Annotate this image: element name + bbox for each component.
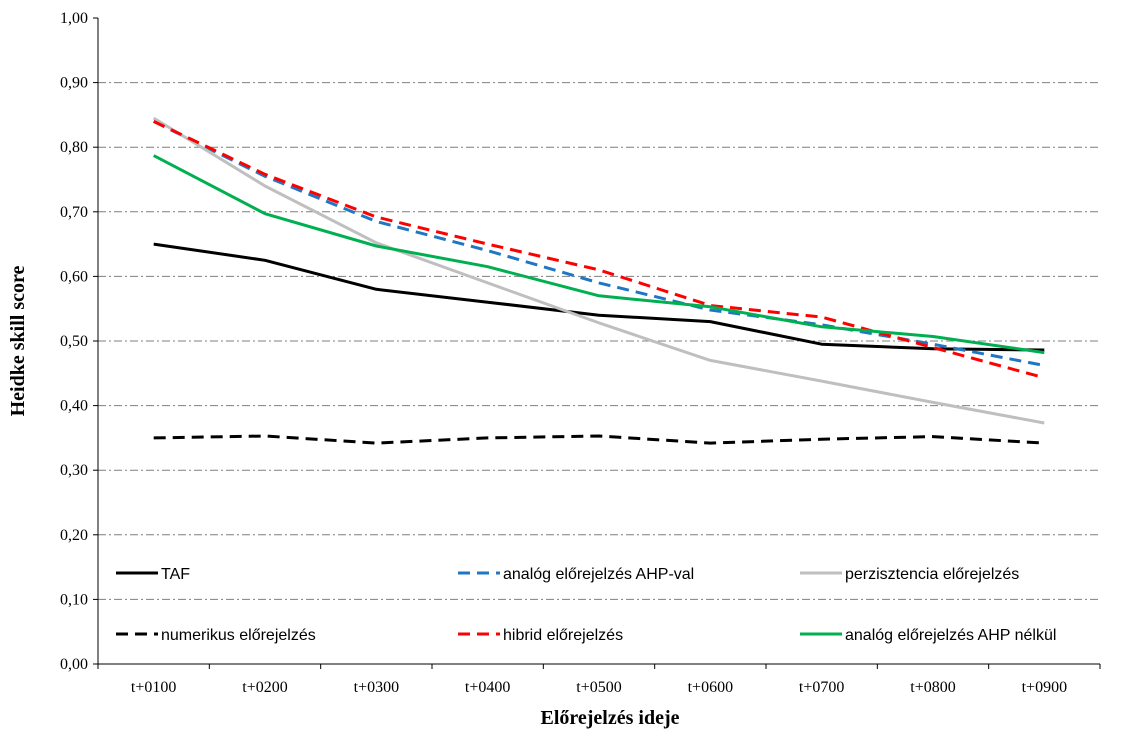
y-tick-label: 0,80 <box>60 139 88 156</box>
x-tick-label: t+0200 <box>242 679 287 696</box>
y-axis-title: Heidke skill score <box>7 266 29 417</box>
x-tick-label: t+0900 <box>1022 679 1067 696</box>
x-tick-label: t+0300 <box>354 679 399 696</box>
y-tick-label: 0,40 <box>60 398 88 415</box>
legend: TAF analóg előrejelzés AHP-val perzisztenc… <box>116 566 1056 644</box>
legend-label: perzisztencia előrejelzés <box>845 566 1019 583</box>
plot-area <box>152 116 1045 445</box>
series-line <box>152 116 1045 425</box>
y-tick-label: 0,20 <box>60 527 88 544</box>
x-tick-label: t+0800 <box>910 679 955 696</box>
series-line <box>153 434 1045 445</box>
y-tick-label: 1,00 <box>60 10 88 27</box>
series-line <box>153 154 1045 355</box>
y-tick-label: 0,60 <box>60 268 88 285</box>
x-tick-label: t+0400 <box>465 679 510 696</box>
x-axis-title: Előrejelzés ideje <box>540 707 679 729</box>
series-line <box>153 120 1045 380</box>
legend-label: numerikus előrejelzés <box>161 627 316 644</box>
y-tick-label: 0,70 <box>60 204 88 221</box>
legend-label: hibrid előrejelzés <box>503 627 623 644</box>
axes: 0,00 0,10 0,20 0,30 0,40 0,50 0,60 0,70 0,80 0,90… <box>60 10 1101 696</box>
gridlines <box>98 82 1100 600</box>
legend-label: analóg előrejelzés AHP-val <box>503 566 694 583</box>
y-tick-label: 0,30 <box>60 462 88 479</box>
legend-label: TAF <box>161 566 190 583</box>
x-tick-label: t+0100 <box>131 679 176 696</box>
y-tick-label: 0,90 <box>60 75 88 92</box>
y-tick-label: 0,10 <box>60 591 88 608</box>
x-tick-label: t+0500 <box>576 679 621 696</box>
y-tick-label: 0,00 <box>60 656 88 673</box>
x-tick-label: t+0600 <box>688 679 733 696</box>
legend-label: analóg előrejelzés AHP nélkül <box>845 627 1056 644</box>
y-tick-label: 0,50 <box>60 333 88 350</box>
x-tick-label: t+0700 <box>799 679 844 696</box>
series-line <box>153 120 1045 367</box>
series-line <box>153 242 1045 352</box>
